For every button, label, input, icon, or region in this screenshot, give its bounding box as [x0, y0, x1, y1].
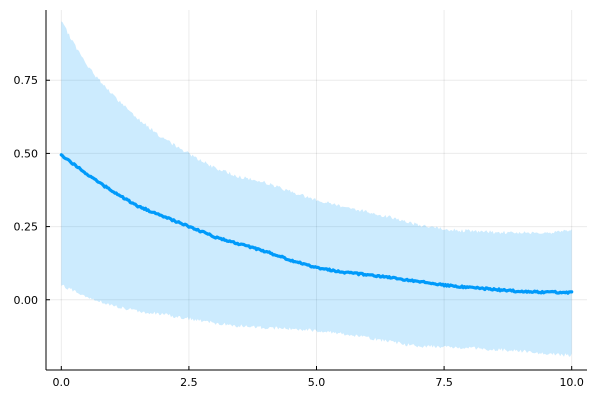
series-line-0	[59, 153, 574, 295]
y-tick-label-1: 0.25	[14, 221, 39, 234]
x-tick-label-1: 2.5	[180, 376, 198, 389]
x-tick-label-4: 10.0	[559, 376, 584, 389]
tick-labels: 0.0 2.5 5.0 7.5 10.0 0.00 0.25 0.50 0.75	[14, 74, 584, 389]
y-tick-label-0: 0.00	[14, 294, 39, 307]
y-tick-label-3: 0.75	[14, 74, 39, 87]
ribbon-band-0	[61, 21, 572, 357]
axes	[45, 10, 587, 371]
x-tick-label-3: 7.5	[435, 376, 453, 389]
series-line-layer	[59, 153, 574, 295]
y-tick-label-2: 0.50	[14, 147, 39, 160]
x-tick-label-2: 5.0	[308, 376, 326, 389]
x-tick-label-0: 0.0	[53, 376, 71, 389]
confidence-band-layer	[61, 21, 572, 357]
grid	[46, 10, 587, 370]
